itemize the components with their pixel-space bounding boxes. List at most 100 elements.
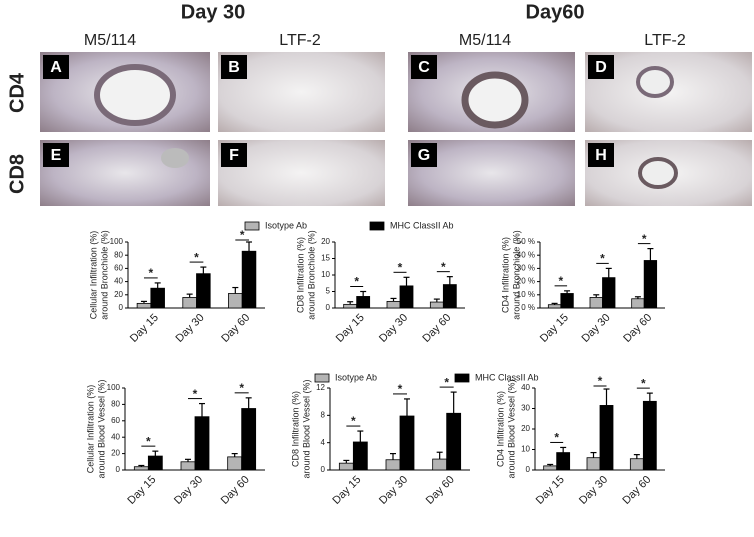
- panel-letter: F: [229, 147, 239, 164]
- lumen: [636, 66, 674, 98]
- bar: [386, 300, 401, 309]
- significance-mark: *: [598, 374, 603, 388]
- x-tick-label: Day 60: [219, 312, 252, 345]
- column-header: Day 30: [181, 1, 246, 23]
- y-tick-label: 20 %: [517, 277, 535, 286]
- bar: [429, 301, 444, 309]
- bar: [227, 456, 243, 471]
- y-tick-label: 0: [326, 303, 331, 312]
- y-tick-label: 60: [114, 264, 123, 273]
- y-tick-label: 60: [111, 416, 120, 425]
- bar: [343, 303, 358, 309]
- y-tick-label: 8: [321, 410, 326, 419]
- y-tick-label: 80: [111, 400, 120, 409]
- y-tick-label: 0: [119, 303, 124, 312]
- x-tick-label: Day 30: [377, 312, 410, 345]
- column-header: Day60: [526, 1, 585, 23]
- y-tick-label: 20: [521, 424, 530, 433]
- y-tick-label: 20: [321, 237, 330, 246]
- panel-letter-box: [411, 143, 437, 167]
- significance-mark: *: [193, 387, 198, 401]
- y-tick-label: 10 %: [517, 290, 535, 299]
- y-axis-label: Cellular Infiltration (%): [88, 231, 98, 320]
- significance-mark: *: [239, 381, 244, 395]
- bar: [599, 405, 614, 471]
- bar: [432, 458, 448, 471]
- x-tick-label: Day 60: [424, 474, 457, 507]
- significance-mark: *: [398, 260, 403, 274]
- x-tick-label: Day 15: [125, 474, 158, 507]
- significance-mark: *: [600, 252, 605, 266]
- y-tick-label: 40: [114, 277, 123, 286]
- column-subheader: M5/114: [459, 32, 511, 49]
- legend-label: MHC ClassII Ab: [475, 372, 539, 382]
- legend-label: MHC ClassII Ab: [390, 220, 454, 230]
- row-label: CD8: [6, 154, 28, 194]
- bar: [196, 273, 211, 309]
- y-axis-label: CD4 Infiltration (%): [500, 237, 510, 313]
- bar: [147, 455, 163, 471]
- x-tick-label: Day 60: [219, 474, 252, 507]
- significance-mark: *: [398, 382, 403, 396]
- x-tick-label: Day 15: [334, 312, 367, 345]
- x-tick-label: Day 60: [620, 474, 653, 507]
- x-tick-label: Day 15: [128, 312, 161, 345]
- x-tick-label: Day 15: [330, 474, 363, 507]
- y-tick-label: 5: [326, 287, 331, 296]
- column-subheader: LTF-2: [279, 32, 321, 49]
- micrographs: [40, 52, 752, 206]
- y-tick-label: 0: [526, 465, 531, 474]
- significance-mark: *: [146, 434, 151, 448]
- bar: [560, 293, 574, 309]
- bar: [356, 296, 371, 309]
- panel-letter-box: [588, 55, 614, 79]
- x-tick-label: Day 15: [538, 312, 571, 345]
- bar: [385, 459, 401, 471]
- y-tick-label: 12: [316, 383, 325, 392]
- panel-letter: B: [228, 59, 240, 76]
- significance-mark: *: [441, 260, 446, 274]
- bar: [399, 285, 414, 309]
- y-tick-label: 20: [114, 290, 123, 299]
- lumen: [461, 71, 529, 129]
- bar: [602, 277, 616, 309]
- x-tick-label: Day 60: [621, 312, 654, 345]
- bar: [241, 250, 257, 309]
- bar: [182, 297, 197, 309]
- panel-letter: E: [51, 147, 62, 164]
- panel-letter: D: [595, 59, 607, 76]
- panel-letter: H: [595, 147, 607, 164]
- legend-swatch: [314, 373, 330, 383]
- bar: [586, 457, 601, 471]
- y-axis-label: around Bronchiole (%): [306, 230, 316, 320]
- row-label: CD4: [6, 72, 28, 113]
- panel-letter: G: [418, 147, 430, 164]
- x-tick-label: Day 60: [420, 312, 453, 345]
- y-tick-label: 0: [116, 465, 121, 474]
- bar: [180, 461, 196, 471]
- y-axis-label: CD8 Infiltration (%): [290, 391, 300, 467]
- legend-swatch: [369, 221, 385, 231]
- x-tick-label: Day 30: [580, 312, 613, 345]
- legend-label: Isotype Ab: [265, 220, 307, 230]
- significance-mark: *: [148, 266, 153, 280]
- y-tick-label: 30 %: [517, 264, 535, 273]
- x-tick-label: Day 30: [577, 474, 610, 507]
- significance-mark: *: [444, 375, 449, 389]
- x-tick-label: Day 30: [174, 312, 207, 345]
- bar: [631, 298, 645, 309]
- bar: [643, 260, 658, 309]
- y-axis-label: Cellular Infiltration (%): [85, 385, 95, 474]
- y-axis-label: around Blood Vessel (%): [96, 379, 106, 478]
- panel-letter: C: [418, 59, 430, 76]
- bar: [136, 302, 152, 309]
- y-tick-label: 0 %: [521, 303, 535, 312]
- legend-swatch: [244, 221, 260, 231]
- significance-mark: *: [240, 228, 245, 242]
- y-tick-label: 40 %: [517, 250, 535, 259]
- y-axis-label: around Bronchiole (%): [511, 230, 521, 320]
- significance-mark: *: [641, 376, 646, 390]
- lumen: [638, 157, 678, 189]
- significance-mark: *: [554, 431, 559, 445]
- panel-letter: A: [50, 59, 62, 76]
